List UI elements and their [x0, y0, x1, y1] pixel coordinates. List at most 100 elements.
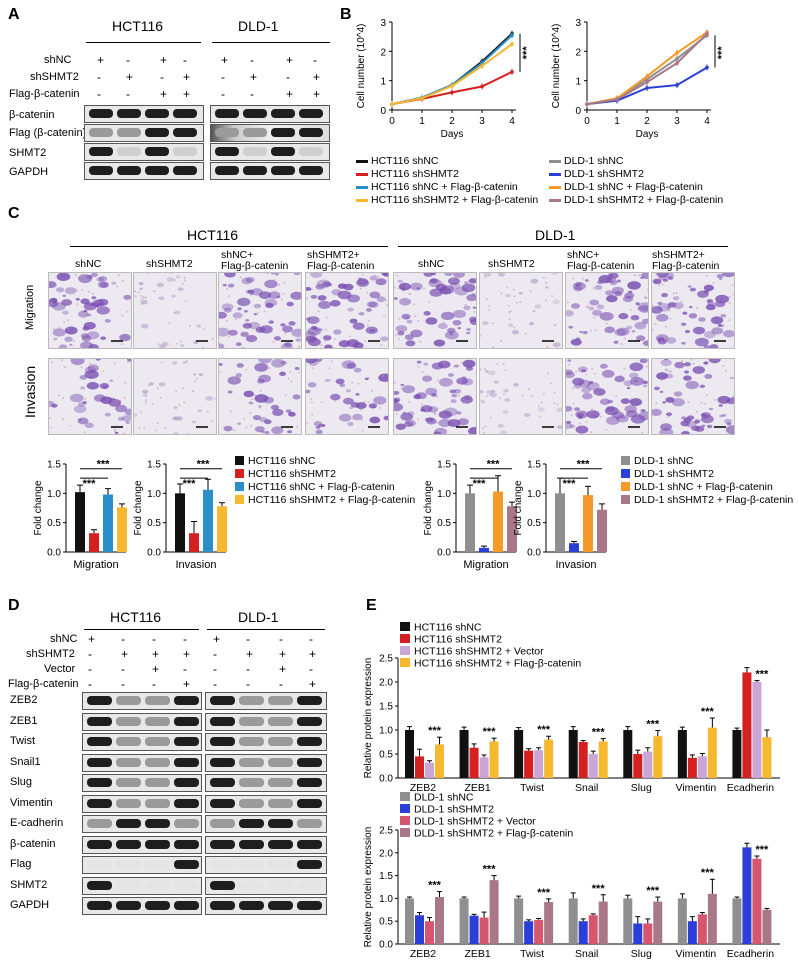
cell [683, 375, 692, 381]
band [174, 901, 199, 910]
cell [61, 299, 73, 306]
blot-strip [210, 124, 330, 142]
cell [673, 391, 683, 397]
x-axis-label: Invasion [176, 559, 217, 571]
panel-label-b: B [340, 6, 352, 23]
pore [256, 312, 259, 315]
band [145, 819, 170, 828]
cell [75, 297, 80, 301]
cell [638, 411, 648, 421]
pore [134, 290, 137, 293]
cell [368, 301, 379, 308]
pore [282, 292, 285, 295]
cell [689, 287, 696, 292]
cell [288, 411, 296, 417]
cell [642, 318, 648, 324]
panel-label-c: C [8, 205, 20, 222]
band [215, 128, 239, 137]
cell [416, 287, 420, 290]
legend-swatch [235, 495, 244, 504]
pore [488, 308, 491, 311]
cell [404, 316, 409, 320]
cell [307, 327, 321, 336]
bar [598, 901, 608, 944]
band [173, 166, 197, 175]
band [173, 147, 197, 156]
cell [405, 340, 416, 347]
cell [437, 323, 448, 330]
cell [452, 319, 462, 326]
cell [51, 403, 58, 408]
y-tick-label: 1.0 [527, 489, 541, 500]
legend-swatch [549, 173, 561, 176]
cell [659, 428, 674, 434]
legend-swatch [400, 634, 410, 643]
significance-label: *** [428, 880, 442, 892]
cell [503, 388, 509, 393]
pore [329, 379, 332, 382]
band [87, 860, 112, 869]
legend-swatch [549, 186, 561, 189]
pore [396, 274, 399, 277]
cell [685, 380, 699, 390]
cell [82, 401, 87, 404]
x-axis-label: Days [636, 129, 659, 140]
cell [252, 415, 262, 421]
pore [333, 399, 336, 402]
bar [469, 747, 479, 778]
pore [58, 394, 61, 397]
x-tick-label: ZEB2 [410, 948, 436, 960]
pore [219, 370, 222, 373]
micrograph [133, 358, 217, 435]
cell [285, 409, 292, 413]
cell [398, 282, 411, 291]
cell [322, 281, 331, 287]
cell [376, 296, 386, 303]
cell [584, 279, 589, 282]
cell [205, 396, 214, 401]
micrograph [305, 272, 389, 349]
pore [148, 384, 151, 387]
cell [438, 377, 453, 387]
pore [611, 314, 614, 317]
cell [99, 281, 109, 288]
cell [175, 275, 182, 279]
pore [312, 367, 315, 370]
y-tick-label: 0.0 [379, 940, 393, 951]
cell [729, 376, 734, 380]
y-tick-label: 1.0 [47, 489, 61, 500]
cell [423, 362, 429, 366]
band [145, 860, 170, 869]
pore [249, 411, 252, 414]
band [87, 778, 112, 787]
pore [122, 432, 125, 434]
pore [506, 286, 509, 289]
cell [358, 277, 362, 280]
pore [690, 359, 693, 361]
cell [241, 346, 245, 348]
pore [394, 286, 396, 289]
pore [50, 426, 53, 429]
band [174, 757, 199, 767]
cell [489, 392, 498, 398]
cell [545, 286, 549, 289]
cell [703, 289, 710, 294]
pore [359, 287, 362, 290]
cell [173, 406, 178, 409]
y-tick-label: 1.0 [147, 489, 161, 500]
pore [399, 415, 402, 418]
pore [530, 395, 533, 398]
cell [433, 339, 446, 347]
pore [394, 334, 397, 337]
cell [96, 277, 105, 282]
pore [278, 284, 281, 287]
pore [319, 329, 322, 332]
cell [451, 393, 458, 398]
y-axis-label: Relative protein expression [363, 827, 374, 948]
pore [81, 288, 84, 291]
significance-label: *** [701, 706, 715, 718]
sign-mark: + [286, 53, 294, 67]
sign-mark: - [183, 662, 187, 676]
group-underline [86, 42, 201, 43]
cell [114, 431, 119, 434]
